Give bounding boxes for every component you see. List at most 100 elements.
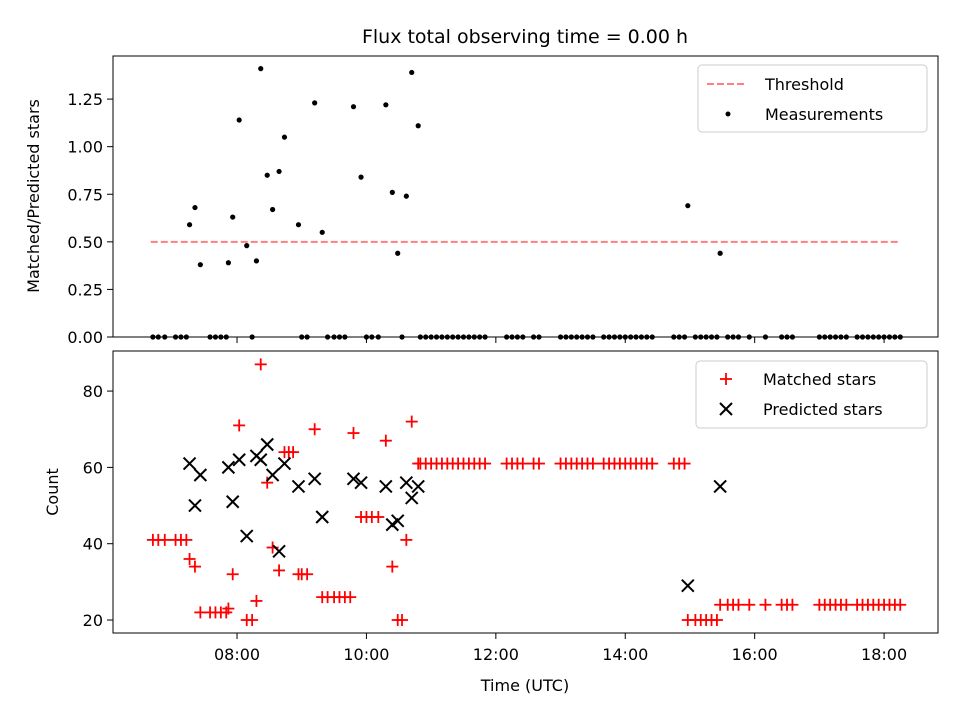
- x-tick-label: 16:00: [732, 645, 778, 664]
- chart-title: Flux total observing time = 0.00 h: [362, 26, 688, 48]
- measurement-point: [395, 250, 401, 256]
- matched-point: [386, 560, 399, 573]
- top-legend-box: [697, 64, 928, 133]
- matched-point: [894, 598, 907, 611]
- x-tick-label: 08:00: [214, 645, 260, 664]
- predicted-point: [405, 491, 419, 505]
- top-y-tick-label: 0.00: [67, 328, 103, 347]
- measurement-point: [415, 123, 421, 129]
- bottom-axes-frame: [112, 350, 939, 634]
- top-y-ticks: 0.00 0.25 0.50 0.75 1.00 1.25: [67, 90, 113, 347]
- bottom-y-tick-label: 60: [83, 458, 103, 477]
- predicted-point: [291, 479, 306, 494]
- matched-point: [188, 560, 201, 573]
- x-tick-label: 14:00: [602, 645, 648, 664]
- measurement-point: [717, 250, 723, 256]
- matched-point: [226, 568, 239, 581]
- matched-point: [254, 358, 267, 371]
- matched-point: [372, 510, 385, 523]
- predicted-point: [307, 472, 322, 486]
- matched-point: [273, 564, 286, 577]
- measurement-point: [319, 229, 325, 235]
- matched-point: [233, 419, 246, 432]
- predicted-point: [354, 475, 368, 490]
- legend-matched-label: Matched stars: [763, 370, 876, 389]
- top-y-tick-label: 0.75: [67, 185, 103, 204]
- predicted-point: [240, 529, 254, 543]
- matched-point: [180, 533, 193, 546]
- top-y-tick-label: 1.00: [67, 138, 103, 157]
- top-y-tick-label: 0.50: [67, 233, 103, 252]
- matched-point: [516, 457, 529, 470]
- bottom-panel: Count 20 40 60 80 08:00 10:00 12:00 14:00 16:00…: [43, 350, 939, 664]
- matched-point: [759, 598, 772, 611]
- measurement-point: [403, 193, 409, 199]
- matched-point: [287, 446, 300, 459]
- measurement-point: [685, 203, 691, 209]
- bottom-legend-box: [695, 360, 928, 429]
- matched-point: [710, 614, 723, 627]
- matched-point: [301, 568, 314, 581]
- measurement-point: [350, 104, 357, 110]
- predicted-point: [713, 479, 727, 494]
- predicted-point: [193, 468, 208, 482]
- matched-point: [532, 457, 545, 470]
- predicted-point: [182, 456, 197, 471]
- bottom-plot-area: [146, 358, 907, 627]
- measurement-point: [312, 100, 318, 106]
- predicted-point: [272, 544, 286, 559]
- measurement-point: [258, 66, 264, 72]
- top-axes-frame: [112, 55, 939, 338]
- predicted-point: [232, 453, 246, 467]
- predicted-point: [390, 514, 405, 528]
- predicted-point: [265, 468, 280, 482]
- matched-point: [405, 415, 418, 428]
- predicted-point: [225, 495, 240, 509]
- x-axis-label: Time (UTC): [480, 676, 569, 695]
- measurement-point: [383, 102, 389, 108]
- bottom-y-tick-label: 40: [83, 535, 103, 554]
- measurement-point: [270, 206, 276, 213]
- measurement-point: [236, 117, 242, 123]
- matched-point: [586, 457, 599, 470]
- measurement-point: [264, 172, 270, 178]
- legend-matched-swatch: [720, 373, 732, 385]
- measurement-point: [389, 189, 395, 195]
- top-legend: Threshold Measurements: [697, 64, 928, 133]
- x-tick-label: 12:00: [473, 645, 519, 664]
- matched-point: [261, 476, 274, 489]
- measurement-point: [192, 204, 198, 211]
- top-y-tick-label: 0.25: [67, 280, 103, 299]
- measurement-point: [197, 262, 203, 268]
- matched-point: [250, 594, 263, 607]
- matched-point: [646, 457, 659, 470]
- matched-point: [344, 591, 357, 604]
- measurement-point: [230, 214, 236, 220]
- legend-predicted-label: Predicted stars: [763, 400, 883, 419]
- matched-point: [183, 552, 196, 565]
- matched-point: [308, 423, 321, 436]
- measurement-point: [295, 222, 302, 228]
- matched-point: [786, 598, 799, 611]
- measurement-point: [253, 258, 260, 264]
- predicted-point: [681, 578, 695, 593]
- matched-point: [732, 598, 745, 611]
- predicted-point: [188, 498, 202, 513]
- x-tick-label: 18:00: [861, 645, 907, 664]
- predicted-point: [411, 479, 425, 494]
- top-y-axis-label: Matched/Predicted stars: [24, 99, 43, 293]
- matched-point: [396, 614, 409, 627]
- legend-predicted-swatch: [719, 402, 733, 416]
- predicted-point: [399, 475, 414, 490]
- top-x-ticks: [236, 337, 885, 343]
- predicted-point: [315, 510, 329, 524]
- matched-point: [743, 598, 756, 611]
- measurement-point: [186, 222, 193, 228]
- measurement-point: [244, 243, 250, 249]
- measurement-point: [358, 174, 364, 180]
- predicted-point: [254, 453, 268, 467]
- x-tick-label: 10:00: [343, 645, 389, 664]
- bottom-y-tick-label: 80: [83, 382, 103, 401]
- bottom-y-axis-label: Count: [43, 468, 62, 516]
